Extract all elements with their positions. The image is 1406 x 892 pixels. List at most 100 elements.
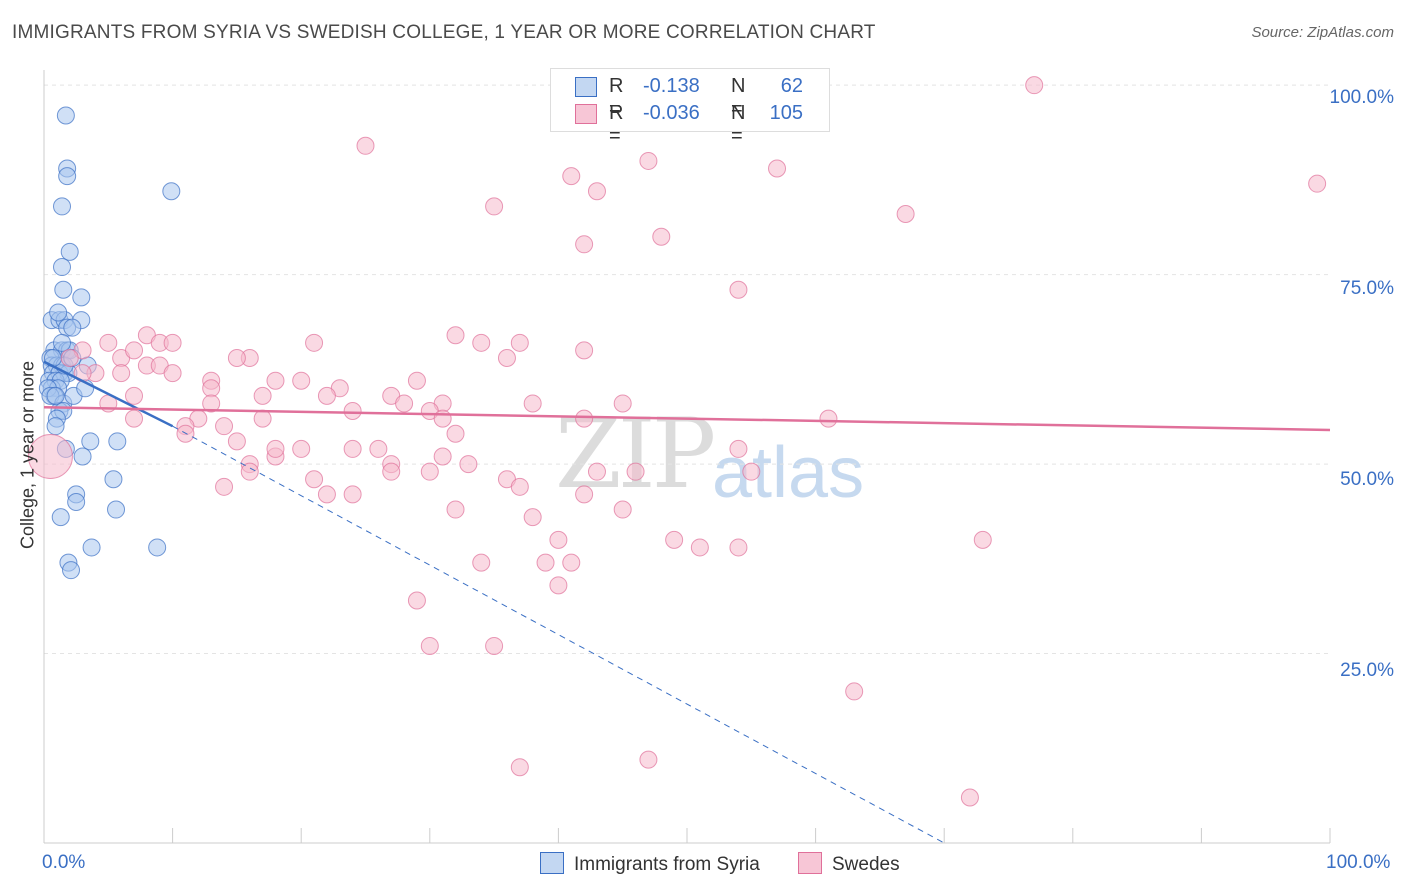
- chart-title: IMMIGRANTS FROM SYRIA VS SWEDISH COLLEGE…: [12, 22, 876, 43]
- scatter-point-swedes: [510, 477, 529, 496]
- legend-r-label: R =: [609, 102, 624, 147]
- scatter-point-syria: [53, 197, 72, 216]
- scatter-point-swedes: [626, 462, 645, 481]
- scatter-point-swedes: [446, 500, 465, 519]
- y-tick-label-100: 100.0%: [1329, 87, 1394, 108]
- swatch-pink: [798, 852, 822, 874]
- scatter-point-syria: [49, 303, 68, 322]
- scatter-point-swedes: [729, 280, 748, 299]
- bottom-legend-label: Swedes: [832, 854, 900, 875]
- scatter-point-swedes: [292, 371, 311, 390]
- bottom-legend-swedes[interactable]: Swedes: [798, 852, 900, 876]
- y-tick-label-75: 75.0%: [1340, 278, 1394, 299]
- scatter-point-swedes: [485, 636, 504, 655]
- scatter-point-swedes: [227, 348, 246, 367]
- legend-swatch-pink: [575, 104, 597, 124]
- scatter-point-swedes: [845, 682, 864, 701]
- scatter-point-syria: [81, 432, 100, 451]
- scatter-point-swedes: [163, 364, 182, 383]
- scatter-point-swedes: [433, 447, 452, 466]
- scatter-point-swedes: [343, 485, 362, 504]
- scatter-point-swedes: [742, 462, 761, 481]
- scatter-point-swedes: [305, 333, 324, 352]
- legend-swatch-blue: [575, 77, 597, 97]
- scatter-point-swedes: [1308, 174, 1327, 193]
- scatter-point-swedes: [575, 409, 594, 428]
- scatter-point-swedes: [27, 434, 73, 479]
- scatter-point-swedes: [729, 538, 748, 557]
- x-tick-label-min: 0.0%: [42, 852, 86, 873]
- scatter-point-syria: [53, 333, 72, 352]
- scatter-point-syria: [107, 500, 126, 519]
- scatter-point-swedes: [536, 553, 555, 572]
- scatter-point-swedes: [510, 333, 529, 352]
- scatter-point-swedes: [292, 439, 311, 458]
- scatter-point-swedes: [446, 326, 465, 345]
- scatter-point-swedes: [575, 341, 594, 360]
- scatter-point-swedes: [176, 424, 195, 443]
- scatter-point-swedes: [587, 182, 606, 201]
- scatter-point-swedes: [768, 159, 787, 178]
- scatter-point-syria: [46, 386, 65, 405]
- legend-n-label: N =: [731, 102, 746, 147]
- scatter-point-swedes: [433, 409, 452, 428]
- scatter-point-swedes: [266, 439, 285, 458]
- scatter-point-swedes: [317, 485, 336, 504]
- trend-line-swedes: [43, 405, 1331, 432]
- bottom-legend-syria[interactable]: Immigrants from Syria: [540, 852, 760, 876]
- scatter-point-swedes: [266, 371, 285, 390]
- scatter-point-swedes: [125, 341, 144, 360]
- scatter-point-swedes: [485, 197, 504, 216]
- scatter-point-swedes: [575, 235, 594, 254]
- scatter-point-syria: [58, 167, 77, 186]
- scatter-point-swedes: [407, 371, 426, 390]
- scatter-point-syria: [62, 561, 81, 580]
- legend-r-value: -0.138: [643, 75, 700, 97]
- scatter-point-syria: [67, 492, 86, 511]
- correlation-legend: R = -0.138 N = 62 R = -0.036 N = 105: [550, 68, 830, 147]
- scatter-point-swedes: [420, 636, 439, 655]
- scatter-point-swedes: [253, 409, 272, 428]
- scatter-point-swedes: [459, 455, 478, 474]
- scatter-point-swedes: [60, 348, 79, 367]
- scatter-point-swedes: [163, 333, 182, 352]
- scatter-point-swedes: [99, 333, 118, 352]
- legend-n-label: N =: [731, 75, 746, 120]
- scatter-point-swedes: [613, 394, 632, 413]
- scatter-point-swedes: [819, 409, 838, 428]
- scatter-point-syria: [46, 417, 65, 436]
- scatter-point-swedes: [305, 470, 324, 489]
- scatter-point-swedes: [549, 530, 568, 549]
- scatter-point-swedes: [613, 500, 632, 519]
- y-tick-label-25: 25.0%: [1340, 660, 1394, 681]
- scatter-point-swedes: [1025, 76, 1044, 95]
- scatter-point-swedes: [420, 462, 439, 481]
- y-axis-label: College, 1 year or more: [17, 360, 38, 550]
- scatter-point-swedes: [215, 477, 234, 496]
- scatter-point-swedes: [382, 462, 401, 481]
- scatter-point-swedes: [587, 462, 606, 481]
- scatter-point-swedes: [523, 394, 542, 413]
- scatter-point-swedes: [510, 758, 529, 777]
- scatter-point-swedes: [639, 750, 658, 769]
- x-tick-label-max: 100.0%: [1326, 852, 1391, 873]
- scatter-point-swedes: [523, 508, 542, 527]
- scatter-point-syria: [148, 538, 167, 557]
- scatter-point-swedes: [497, 348, 516, 367]
- scatter-point-swedes: [369, 439, 388, 458]
- scatter-point-swedes: [395, 394, 414, 413]
- scatter-point-swedes: [317, 386, 336, 405]
- scatter-point-syria: [162, 182, 181, 201]
- trend-line-syria: [43, 360, 174, 428]
- scatter-point-syria: [108, 432, 127, 451]
- scatter-point-swedes: [202, 379, 221, 398]
- scatter-point-swedes: [896, 204, 915, 223]
- scatter-point-swedes: [343, 439, 362, 458]
- scatter-point-swedes: [472, 333, 491, 352]
- scatter-point-swedes: [112, 364, 131, 383]
- scatter-point-swedes: [407, 591, 426, 610]
- scatter-point-syria: [73, 447, 92, 466]
- scatter-point-syria: [63, 318, 82, 337]
- scatter-point-swedes: [973, 530, 992, 549]
